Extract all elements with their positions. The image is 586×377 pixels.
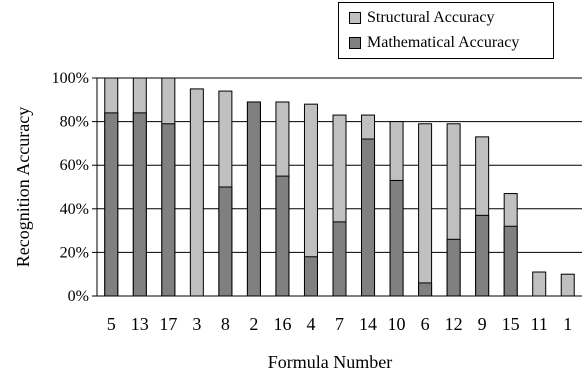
chart-legend: Structural Accuracy Mathematical Accurac…	[338, 2, 554, 59]
x-tick-label: 16	[273, 314, 291, 334]
x-axis-label: Formula Number	[268, 352, 392, 372]
y-tick-label: 60%	[60, 157, 89, 174]
bar-group	[104, 77, 575, 297]
y-axis-label: Recognition Accuracy	[13, 107, 33, 267]
bar-mathematical-accuracy	[475, 214, 490, 297]
x-tick-label: 17	[159, 314, 177, 334]
bar-structural-accuracy	[189, 88, 204, 297]
bar-structural-accuracy	[532, 271, 547, 297]
x-tick-label: 13	[131, 314, 149, 334]
x-tick-label: 11	[531, 314, 548, 334]
x-tick-label: 14	[359, 314, 377, 334]
y-tick-label: 100%	[52, 70, 89, 87]
bar-structural-accuracy	[560, 273, 575, 297]
legend-item-mathematical: Mathematical Accuracy	[349, 33, 519, 53]
bar-mathematical-accuracy	[104, 112, 119, 297]
bar-mathematical-accuracy	[418, 282, 433, 297]
x-tick-label: 6	[421, 314, 430, 334]
bar-mathematical-accuracy	[275, 175, 290, 297]
y-tick-label: 40%	[60, 201, 89, 218]
bar-structural-accuracy	[418, 123, 433, 297]
axes	[96, 78, 582, 297]
x-tick-label: 4	[306, 314, 315, 334]
x-tick-label: 9	[478, 314, 487, 334]
bar-mathematical-accuracy	[389, 179, 404, 297]
y-tick-labels: 0% 20% 40% 60% 80% 100%	[52, 70, 89, 305]
x-tick-label: 5	[107, 314, 116, 334]
legend-swatch-structural	[349, 12, 361, 24]
x-tick-label: 10	[388, 314, 406, 334]
bar-mathematical-accuracy	[218, 186, 233, 297]
legend-label-mathematical: Mathematical Accuracy	[367, 34, 520, 51]
bar-mathematical-accuracy	[246, 101, 261, 297]
bar-mathematical-accuracy	[332, 221, 347, 297]
x-tick-label: 12	[445, 314, 463, 334]
x-tick-label: 3	[192, 314, 201, 334]
x-tick-label: 2	[249, 314, 258, 334]
x-tick-label: 8	[221, 314, 230, 334]
x-tick-labels: 5 13 17 3 8 2 16 4 7 14 10 6 12 9 15 11 1	[107, 314, 572, 334]
bar-mathematical-accuracy	[446, 238, 461, 297]
bar-mathematical-accuracy	[132, 112, 147, 297]
bar-mathematical-accuracy	[161, 123, 176, 297]
bar-mathematical-accuracy	[303, 256, 318, 297]
bar-mathematical-accuracy	[361, 138, 376, 297]
x-tick-label: 1	[563, 314, 572, 334]
legend-swatch-mathematical	[349, 37, 361, 49]
legend-item-structural: Structural Accuracy	[349, 8, 495, 28]
y-tick-label: 0%	[68, 288, 89, 305]
x-tick-label: 15	[502, 314, 520, 334]
y-tick-label: 80%	[60, 114, 89, 131]
bar-mathematical-accuracy	[503, 225, 518, 297]
x-tick-label: 7	[335, 314, 344, 334]
legend-label-structural: Structural Accuracy	[367, 9, 495, 26]
y-tick-label: 20%	[60, 244, 89, 261]
